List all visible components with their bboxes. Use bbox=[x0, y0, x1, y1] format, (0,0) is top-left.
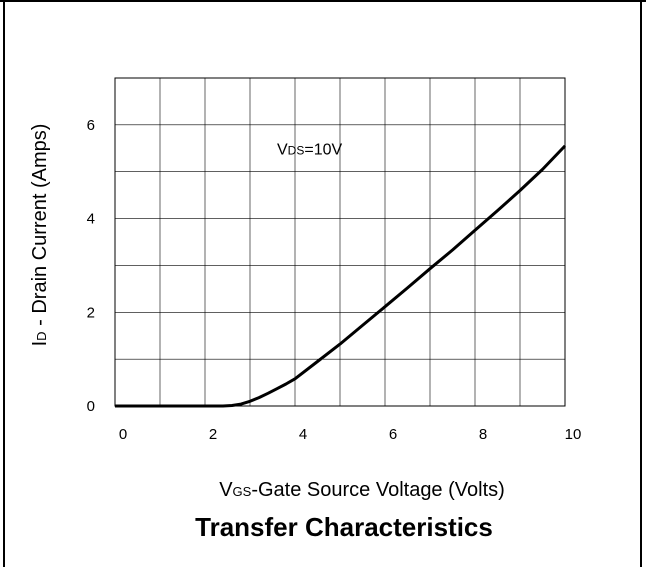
x-tick-label: 6 bbox=[389, 426, 397, 443]
y-tick-label: 0 bbox=[87, 398, 95, 415]
y-tick-label: 6 bbox=[87, 117, 95, 134]
x-label-sub: GS bbox=[233, 484, 252, 499]
plot-area-border bbox=[114, 77, 566, 407]
x-tick-label: 10 bbox=[565, 426, 582, 443]
tick-labels: 0 2 4 6 8 10 0 2 4 6 bbox=[87, 117, 582, 443]
grid bbox=[114, 77, 566, 407]
y-tick-label: 4 bbox=[87, 211, 95, 228]
annotation-rest: =10V bbox=[304, 142, 342, 159]
series-line bbox=[115, 144, 567, 408]
y-tick-label: 2 bbox=[87, 304, 95, 321]
annotation-sub: DS bbox=[288, 144, 305, 158]
chart-title: Transfer Characteristics bbox=[195, 512, 493, 542]
y-label-main: I bbox=[29, 341, 51, 347]
x-tick-label: 4 bbox=[299, 426, 307, 443]
vds-annotation: VDS=10V bbox=[277, 142, 342, 159]
x-axis-label: VGS-Gate Source Voltage (Volts) bbox=[219, 479, 505, 501]
x-tick-label: 0 bbox=[119, 426, 127, 443]
annotation-main: V bbox=[277, 142, 288, 159]
x-label-main: V bbox=[219, 479, 233, 501]
y-axis-label: ID - Drain Current (Amps) bbox=[29, 124, 51, 347]
series-layer bbox=[115, 144, 567, 408]
y-label-rest: - Drain Current (Amps) bbox=[29, 124, 51, 332]
x-label-rest: -Gate Source Voltage (Volts) bbox=[251, 479, 504, 501]
x-tick-label: 2 bbox=[209, 426, 217, 443]
y-label-sub: D bbox=[34, 331, 49, 340]
x-tick-label: 8 bbox=[479, 426, 487, 443]
